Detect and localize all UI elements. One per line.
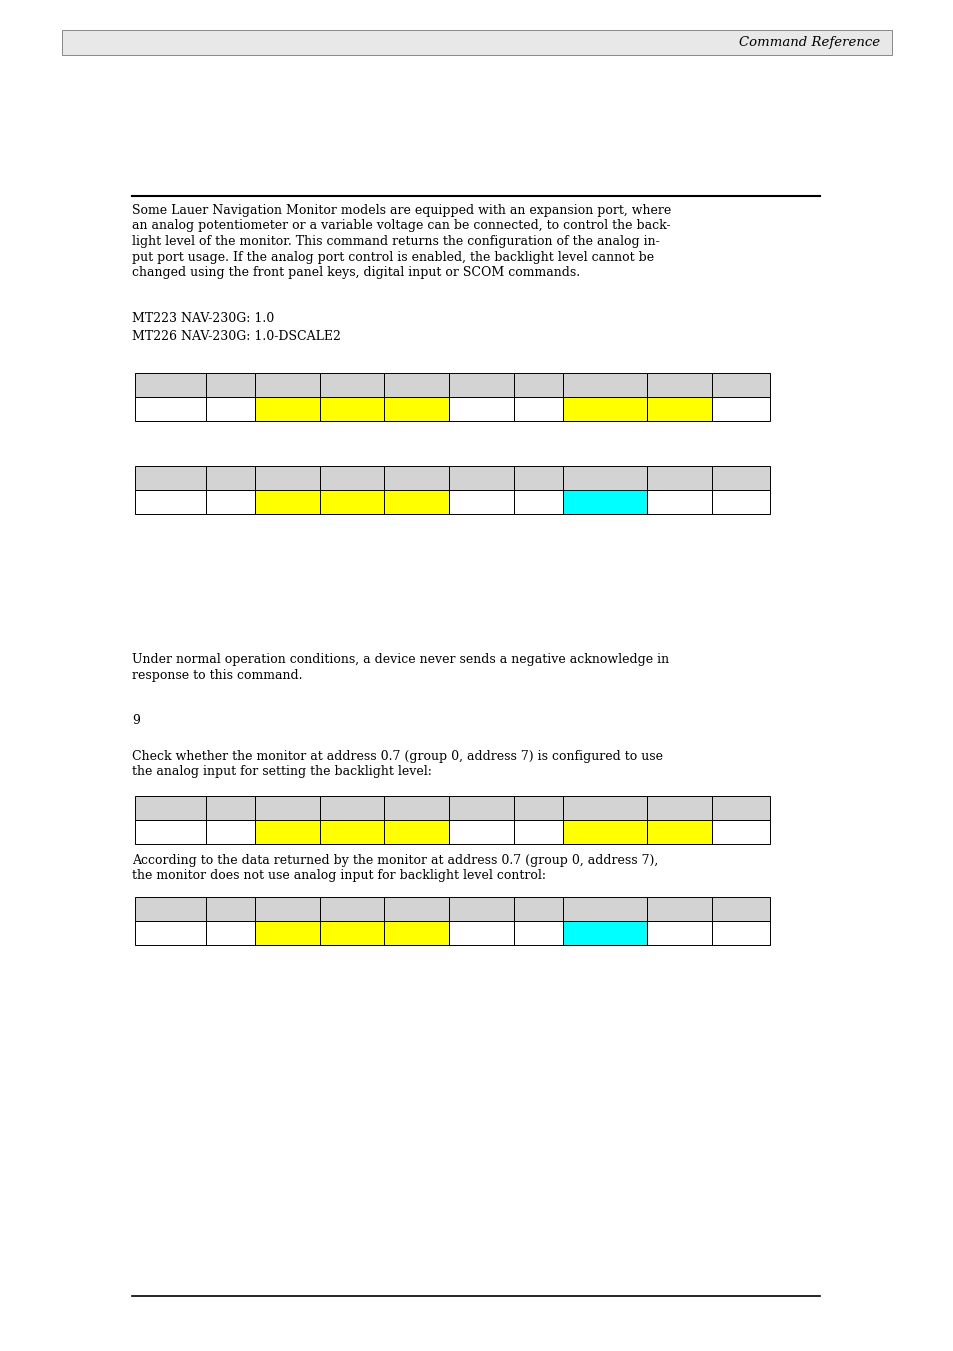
Bar <box>449 466 514 489</box>
Bar <box>514 489 562 513</box>
Bar <box>514 820 562 844</box>
Bar <box>711 921 769 944</box>
Bar <box>254 396 319 420</box>
Text: put port usage. If the analog port control is enabled, the backlight level canno: put port usage. If the analog port contr… <box>132 250 654 263</box>
Text: 9: 9 <box>132 715 140 727</box>
Bar <box>384 373 449 396</box>
Bar <box>711 796 769 820</box>
Bar <box>449 489 514 513</box>
Bar <box>206 466 254 489</box>
Bar <box>254 897 319 921</box>
Text: the monitor does not use analog input for backlight level control:: the monitor does not use analog input fo… <box>132 870 545 882</box>
Bar <box>562 489 646 513</box>
Bar <box>646 373 711 396</box>
Bar <box>711 373 769 396</box>
Bar <box>646 897 711 921</box>
Bar <box>254 373 319 396</box>
Bar <box>384 921 449 944</box>
Bar <box>319 489 384 513</box>
Bar <box>384 466 449 489</box>
Bar <box>319 396 384 420</box>
Bar <box>62 30 891 55</box>
Bar <box>206 373 254 396</box>
Bar <box>135 489 206 513</box>
Bar <box>711 897 769 921</box>
Bar <box>206 489 254 513</box>
Text: Under normal operation conditions, a device never sends a negative acknowledge i: Under normal operation conditions, a dev… <box>132 654 668 666</box>
Bar <box>514 396 562 420</box>
Bar <box>319 466 384 489</box>
Bar <box>514 796 562 820</box>
Text: light level of the monitor. This command returns the configuration of the analog: light level of the monitor. This command… <box>132 235 659 249</box>
Bar <box>562 796 646 820</box>
Bar <box>135 820 206 844</box>
Bar <box>135 373 206 396</box>
Bar <box>514 373 562 396</box>
Text: changed using the front panel keys, digital input or SCOM commands.: changed using the front panel keys, digi… <box>132 266 579 280</box>
Bar <box>384 796 449 820</box>
Bar <box>562 820 646 844</box>
Bar <box>646 396 711 420</box>
Bar <box>254 921 319 944</box>
Bar <box>135 796 206 820</box>
Bar <box>319 921 384 944</box>
Bar <box>646 921 711 944</box>
Bar <box>384 820 449 844</box>
Bar <box>514 921 562 944</box>
Bar <box>206 921 254 944</box>
Bar <box>562 396 646 420</box>
Text: the analog input for setting the backlight level:: the analog input for setting the backlig… <box>132 766 432 778</box>
Text: Check whether the monitor at address 0.7 (group 0, address 7) is configured to u: Check whether the monitor at address 0.7… <box>132 750 662 763</box>
Bar <box>135 396 206 420</box>
Bar <box>135 897 206 921</box>
Bar <box>319 796 384 820</box>
Bar <box>646 489 711 513</box>
Bar <box>206 820 254 844</box>
Bar <box>254 796 319 820</box>
Bar <box>711 489 769 513</box>
Bar <box>449 373 514 396</box>
Bar <box>206 897 254 921</box>
Bar <box>562 921 646 944</box>
Bar <box>254 820 319 844</box>
Bar <box>319 897 384 921</box>
Bar <box>646 820 711 844</box>
Bar <box>135 466 206 489</box>
Bar <box>254 489 319 513</box>
Bar <box>562 466 646 489</box>
Text: MT226 NAV-230G: 1.0-DSCALE2: MT226 NAV-230G: 1.0-DSCALE2 <box>132 330 340 343</box>
Bar <box>206 396 254 420</box>
Bar <box>319 820 384 844</box>
Bar <box>384 897 449 921</box>
Bar <box>562 897 646 921</box>
Text: an analog potentiometer or a variable voltage can be connected, to control the b: an analog potentiometer or a variable vo… <box>132 219 670 232</box>
Bar <box>449 921 514 944</box>
Text: MT223 NAV-230G: 1.0: MT223 NAV-230G: 1.0 <box>132 312 274 324</box>
Bar <box>711 396 769 420</box>
Bar <box>319 373 384 396</box>
Bar <box>514 897 562 921</box>
Bar <box>135 921 206 944</box>
Bar <box>384 489 449 513</box>
Bar <box>206 796 254 820</box>
Text: Command Reference: Command Reference <box>739 36 879 49</box>
Bar <box>449 897 514 921</box>
Bar <box>449 396 514 420</box>
Bar <box>711 820 769 844</box>
Bar <box>711 466 769 489</box>
Bar <box>646 796 711 820</box>
Bar <box>254 466 319 489</box>
Text: According to the data returned by the monitor at address 0.7 (group 0, address 7: According to the data returned by the mo… <box>132 854 658 867</box>
Bar <box>384 396 449 420</box>
Bar <box>449 796 514 820</box>
Bar <box>562 373 646 396</box>
Bar <box>449 820 514 844</box>
Text: response to this command.: response to this command. <box>132 669 302 682</box>
Bar <box>646 466 711 489</box>
Bar <box>514 466 562 489</box>
Text: Some Lauer Navigation Monitor models are equipped with an expansion port, where: Some Lauer Navigation Monitor models are… <box>132 204 671 218</box>
